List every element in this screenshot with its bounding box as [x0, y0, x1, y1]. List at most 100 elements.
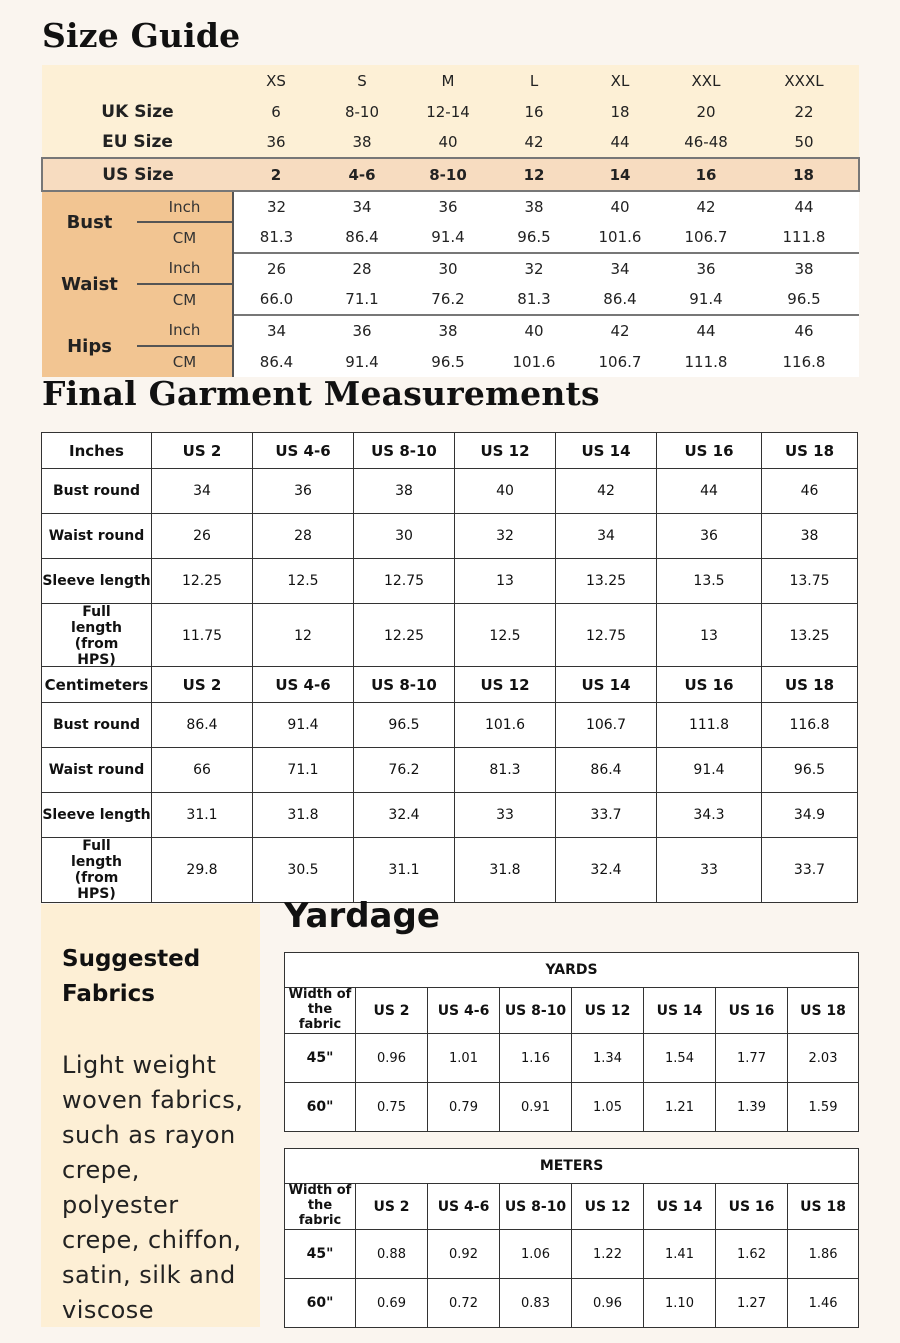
measurement-value: 28	[319, 253, 405, 284]
measurement-value: 81.3	[491, 284, 577, 316]
measurement-value: 12.25	[353, 602, 455, 670]
yardage-value: 0.75	[355, 1082, 428, 1132]
unit-label: CM	[137, 346, 234, 377]
size-header: US 2	[151, 432, 253, 469]
measurement-value: 32.4	[555, 836, 657, 904]
table-row: Bust round 86.4 91.4 96.5 101.6 106.7 111.8 116…	[41, 702, 858, 748]
unit-title-row: METERS	[283, 1148, 860, 1184]
size-cell: M	[405, 65, 491, 96]
measurement-value: 42	[663, 191, 749, 222]
us-size-cell: 16	[663, 157, 749, 192]
unit-label: Inch	[137, 191, 234, 223]
table-row: Sleeve length 12.25 12.5 12.75 13 13.25 13.5 13…	[41, 558, 858, 604]
measurement-value: 76.2	[405, 284, 491, 316]
measurement-value: 86.4	[555, 747, 657, 793]
measurement-value: 44	[663, 315, 749, 346]
measurement-value: 46	[749, 315, 859, 346]
measurement-value: 31.1	[151, 792, 253, 838]
yardage-value: 1.59	[787, 1082, 859, 1132]
size-cell: 42	[491, 127, 577, 158]
size-cell: 20	[663, 96, 749, 127]
measurement-value: 12.25	[151, 558, 253, 604]
measurement-value: 106.7	[663, 222, 749, 254]
yardage-value: 2.03	[787, 1033, 859, 1083]
table-row: Full length (from HPS) 11.75 12 12.25 12.5 12…	[41, 602, 858, 670]
measurement-value: 106.7	[555, 702, 657, 748]
measurement-value: 12	[252, 602, 354, 670]
measurement-value: 13.25	[555, 558, 657, 604]
measurement-inch-row: Waist Inch 26 28 30 32 34 36 38	[42, 253, 859, 315]
yardage-value: 0.91	[499, 1082, 572, 1132]
suggested-fabrics-title: Suggested Fabrics	[62, 946, 201, 1007]
yardage-value: 1.01	[427, 1033, 500, 1083]
size-header: US 4-6	[427, 1183, 500, 1230]
table-row: Waist round 26 28 30 32 34 36 38	[41, 513, 858, 559]
measurement-value: 111.8	[656, 702, 762, 748]
unit-label: Inch	[137, 253, 234, 285]
table-row: 45" 0.96 1.01 1.16 1.34 1.54 1.77 2.03	[284, 1033, 859, 1083]
size-cell: L	[491, 65, 577, 96]
size-header: US 14	[555, 432, 657, 469]
table-row: Waist round 66 71.1 76.2 81.3 86.4 91.4 96.5	[41, 747, 858, 793]
yardage-value: 0.79	[427, 1082, 500, 1132]
size-header: US 18	[761, 666, 858, 703]
size-cell: 46-48	[663, 127, 749, 158]
size-cell: 50	[749, 127, 859, 158]
yardage-value: 1.05	[571, 1082, 644, 1132]
size-cell: 22	[749, 96, 859, 127]
yardage-value: 1.86	[786, 1229, 860, 1279]
yardage-value: 1.34	[571, 1033, 644, 1083]
yardage-value: 1.41	[643, 1229, 716, 1279]
measurement-value: 40	[577, 191, 663, 222]
measurement-label: Hips	[42, 315, 137, 377]
garment-measurements-title: Final Garment Measurements	[42, 374, 600, 413]
measurement-value: 38	[353, 468, 455, 514]
measurement-value: 101.6	[577, 222, 663, 254]
measurement-label: Waist	[42, 253, 137, 315]
size-cell: 38	[319, 127, 405, 158]
yardage-value: 0.96	[355, 1033, 428, 1083]
measurement-cm-row: CM 66.0 71.1 76.2 81.3 86.4 91.4 96.5	[42, 284, 859, 316]
measurement-value: 32	[454, 513, 556, 559]
yardage-meters-table: METERS Width of the fabric US 2 US 4-6 US 8-…	[283, 1148, 860, 1328]
yardage-value: 0.83	[499, 1278, 572, 1328]
row-label: Sleeve length	[41, 792, 152, 838]
measurement-value: 44	[749, 191, 859, 222]
size-header: US 8-10	[353, 666, 455, 703]
yardage-value: 0.69	[355, 1278, 428, 1328]
us-size-row: US Size 2 4-6 8-10 12 14 16 18	[41, 157, 860, 192]
corner-label: Width of the fabric	[284, 1183, 356, 1230]
measurement-value: 12.5	[454, 602, 556, 670]
measurement-value: 91.4	[252, 702, 354, 748]
unit-label: Inch	[137, 315, 234, 347]
measurement-value: 66	[151, 747, 253, 793]
measurement-value: 34	[319, 191, 405, 222]
yardage-value: 1.77	[715, 1033, 788, 1083]
measurement-value: 26	[151, 513, 253, 559]
measurement-value: 32.4	[353, 792, 455, 838]
size-header: US 18	[786, 1183, 860, 1230]
table-row: 60" 0.75 0.79 0.91 1.05 1.21 1.39 1.59	[284, 1082, 859, 1132]
measurement-value: 111.8	[749, 222, 859, 254]
size-row-label: EU Size	[42, 127, 233, 158]
size-header: US 14	[643, 1183, 716, 1230]
size-header: US 14	[555, 666, 657, 703]
row-label: Waist round	[41, 747, 152, 793]
measurement-value: 91.4	[405, 222, 491, 254]
yardage-value: 0.72	[427, 1278, 500, 1328]
unit-header: Centimeters	[41, 666, 152, 703]
measurement-value: 36	[319, 315, 405, 346]
measurement-value: 81.3	[233, 222, 319, 254]
size-guide-table: XS S M L XL XXL XXXL UK Size 6 8-10 12-14 16 18 20 22 E…	[41, 65, 860, 377]
unit-label: CM	[137, 284, 234, 315]
yardage-yards-table: YARDS Width of the fabric US 2 US 4-6 US 8-1…	[284, 952, 859, 1132]
measurement-value: 76.2	[353, 747, 455, 793]
measurement-inch-row: Bust Inch 32 34 36 38 40 42 44	[42, 191, 859, 253]
letter-size-row: XS S M L XL XXL XXXL	[42, 65, 859, 96]
row-label: Full length (from HPS)	[41, 836, 152, 904]
size-cell: XS	[233, 65, 319, 96]
unit-title-row: YARDS	[284, 952, 859, 988]
table-row: Full length (from HPS) 29.8 30.5 31.1 31.8 32…	[41, 836, 858, 904]
measurement-value: 86.4	[233, 346, 319, 377]
row-label: Bust round	[41, 468, 152, 514]
